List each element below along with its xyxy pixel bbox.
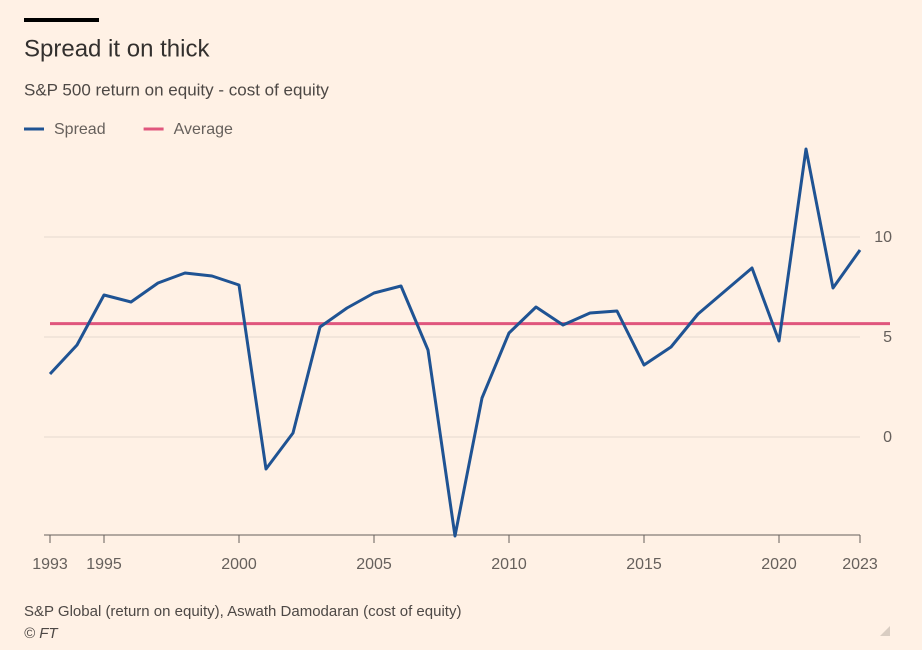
x-tick-label: 2023 — [842, 556, 878, 573]
x-tick-label: 1995 — [86, 556, 122, 573]
x-tick-label: 1993 — [32, 556, 68, 573]
legend-label: Spread — [54, 121, 106, 138]
source: S&P Global (return on equity), Aswath Da… — [24, 603, 461, 620]
y-tick-label: 0 — [883, 429, 892, 446]
credit: © FT — [24, 625, 59, 642]
series-line — [48, 147, 862, 538]
x-tick-label: 2010 — [491, 556, 527, 573]
chart-subtitle: S&P 500 return on equity - cost of equit… — [24, 80, 329, 99]
x-tick-label: 2000 — [221, 556, 257, 573]
title-bar — [24, 18, 99, 22]
y-tick-label: 10 — [874, 229, 892, 246]
x-tick-label: 2015 — [626, 556, 662, 573]
x-tick-label: 2020 — [761, 556, 797, 573]
legend-label: Average — [174, 121, 233, 138]
resize-icon — [880, 626, 890, 636]
chart-title: Spread it on thick — [24, 35, 210, 62]
y-tick-label: 5 — [883, 329, 892, 346]
x-tick-label: 2005 — [356, 556, 392, 573]
